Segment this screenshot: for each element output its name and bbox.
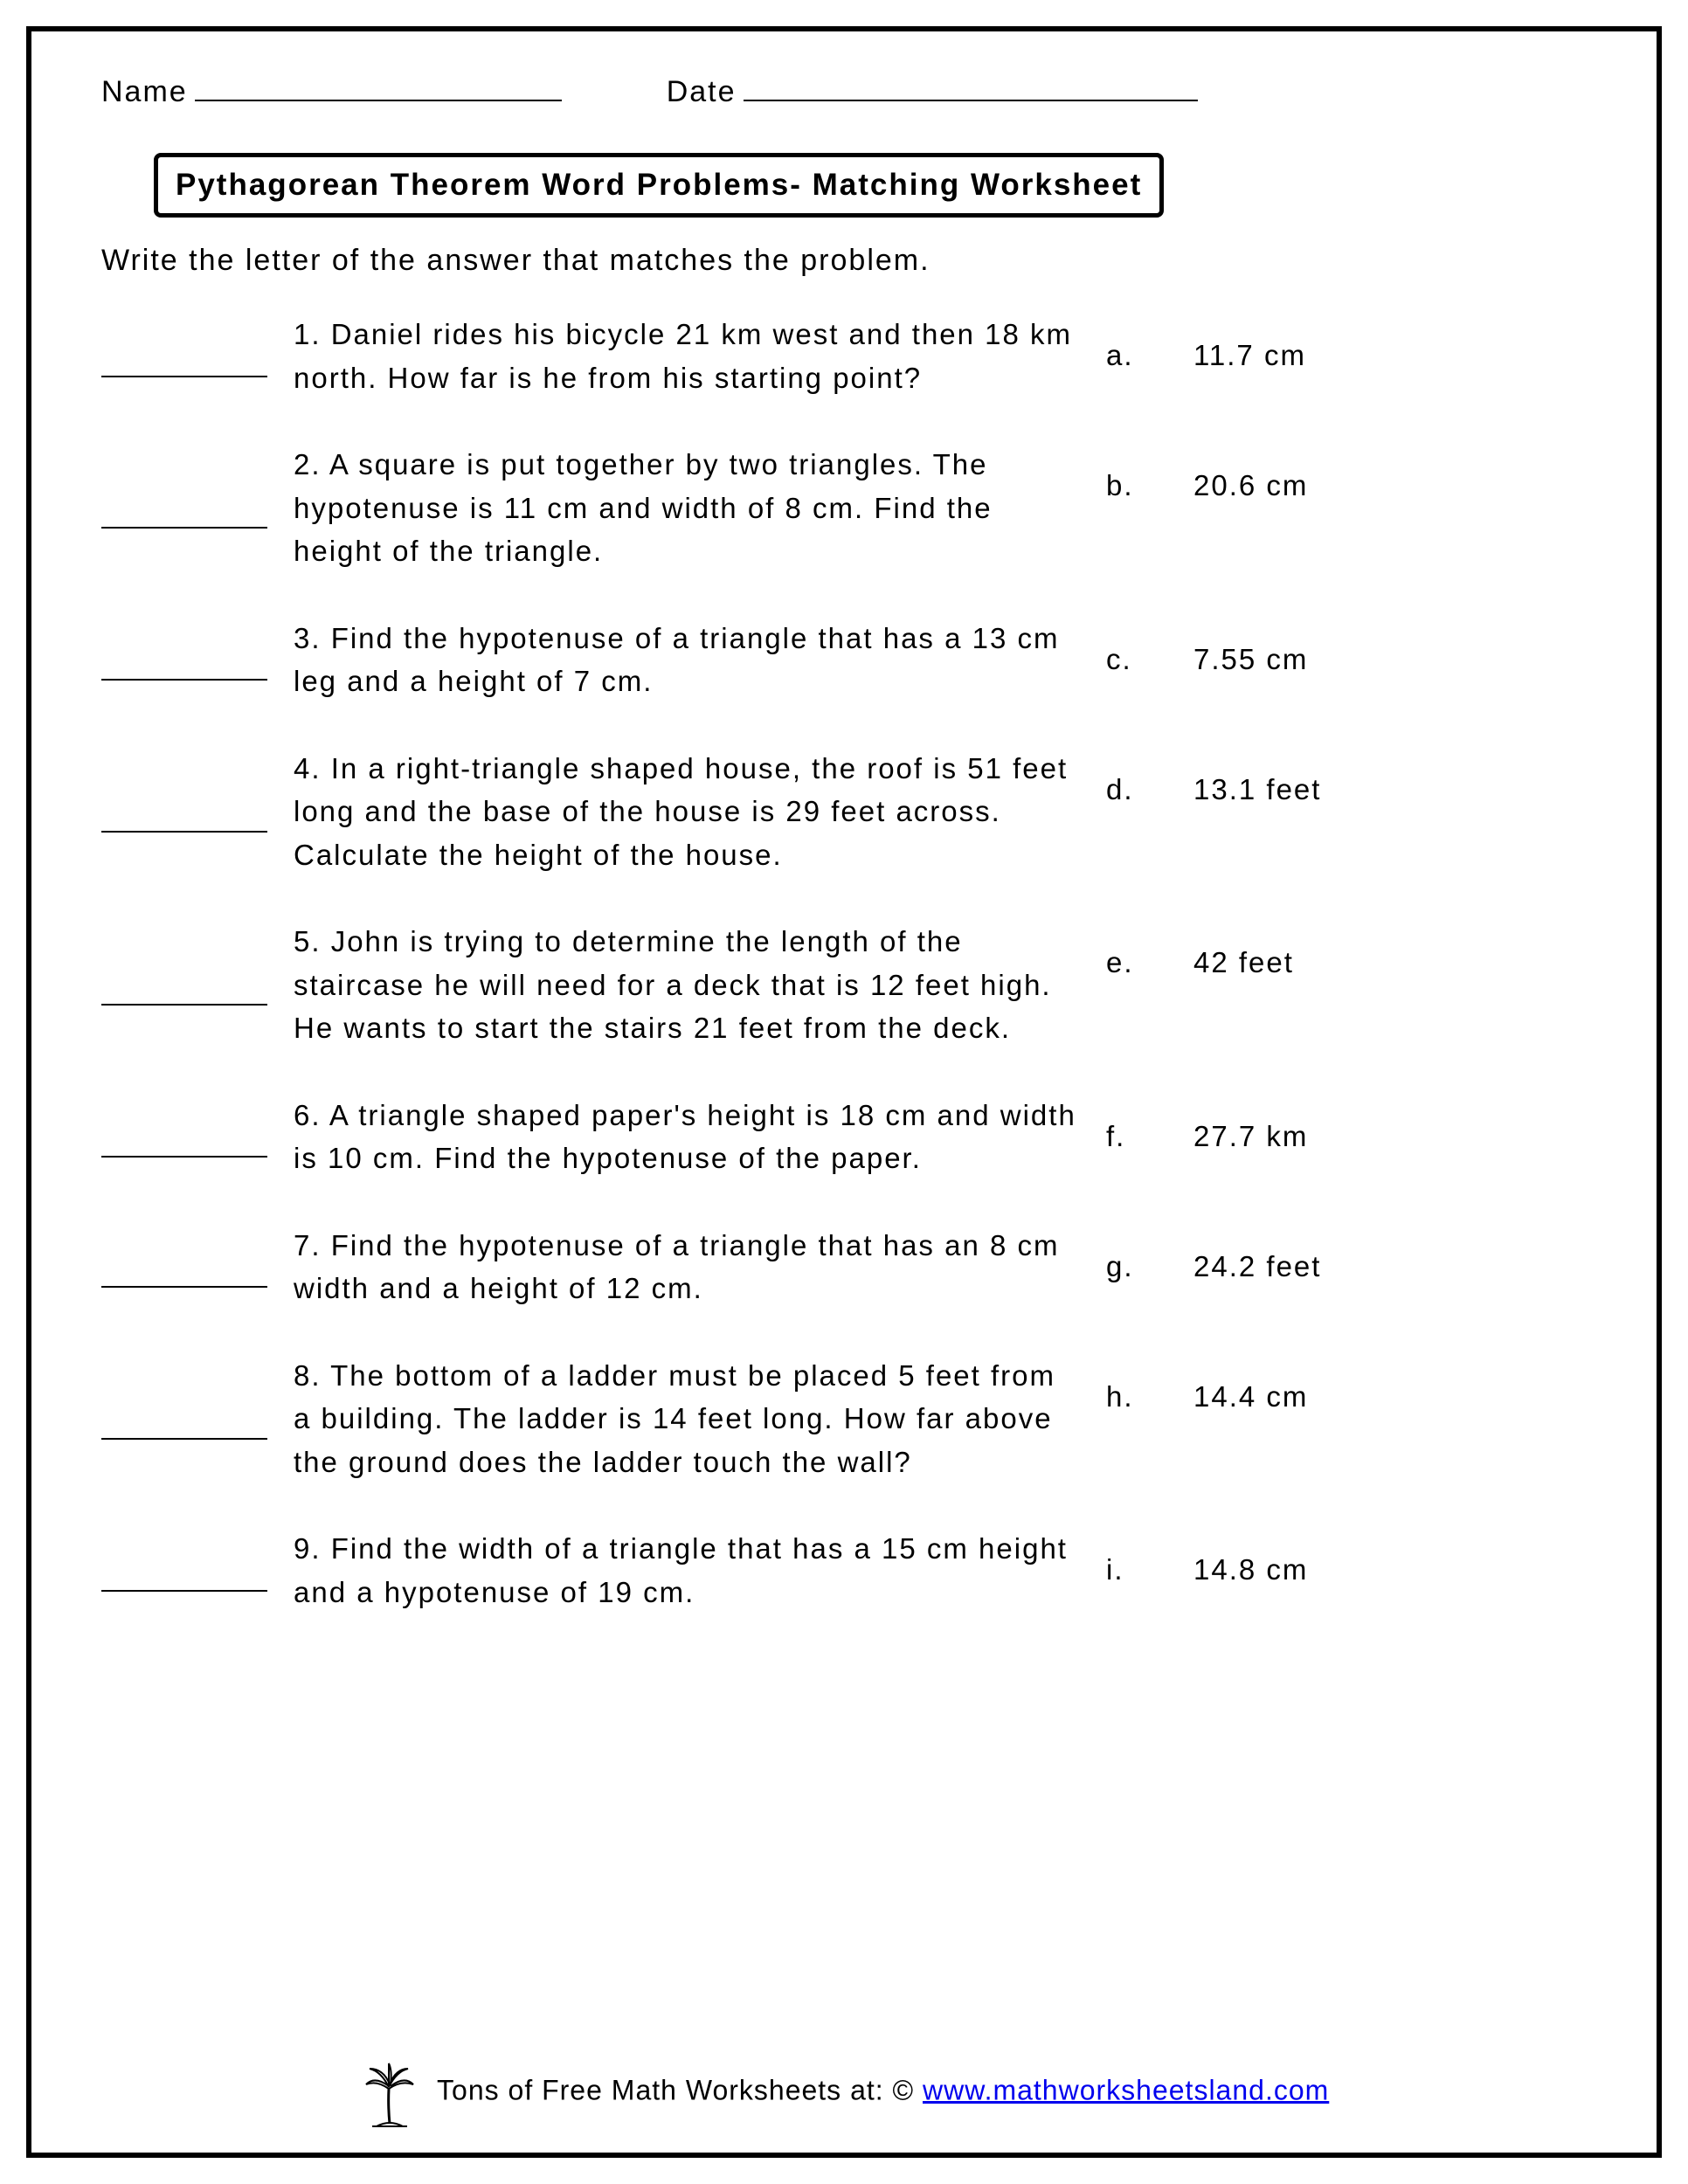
worksheet-title: Pythagorean Theorem Word Problems- Match… <box>154 153 1164 218</box>
header-line: Name Date <box>101 75 1587 109</box>
answer-value: 27.7 km <box>1193 1094 1456 1158</box>
question-text: 7. Find the hypotenuse of a triangle tha… <box>294 1224 1080 1310</box>
answer-blank[interactable] <box>101 656 267 681</box>
instructions: Write the letter of the answer that matc… <box>101 244 1587 278</box>
name-blank[interactable] <box>195 100 562 101</box>
answer-blank[interactable] <box>101 1567 267 1592</box>
answer-letter: f. <box>1106 1094 1167 1158</box>
question-text: 9. Find the width of a triangle that has… <box>294 1527 1080 1614</box>
answer-value: 14.4 cm <box>1193 1354 1456 1419</box>
palm-tree-icon <box>359 2058 420 2135</box>
question-text: 3. Find the hypotenuse of a triangle tha… <box>294 617 1080 703</box>
answer-letter: d. <box>1106 747 1167 812</box>
footer-prefix: Tons of Free Math Worksheets at: © <box>437 2074 923 2105</box>
problems-list: 1. Daniel rides his bicycle 21 km west a… <box>101 313 1587 1614</box>
date-blank[interactable] <box>744 100 1198 101</box>
problem-row: 8. The bottom of a ladder must be placed… <box>101 1354 1587 1484</box>
answer-blank[interactable] <box>101 1415 267 1440</box>
footer-link[interactable]: www.mathworksheetsland.com <box>923 2074 1329 2105</box>
answer-letter: e. <box>1106 920 1167 985</box>
question-text: 4. In a right-triangle shaped house, the… <box>294 747 1080 877</box>
question-text: 6. A triangle shaped paper's height is 1… <box>294 1094 1080 1180</box>
question-text: 8. The bottom of a ladder must be placed… <box>294 1354 1080 1484</box>
answer-letter: g. <box>1106 1224 1167 1289</box>
problem-row: 7. Find the hypotenuse of a triangle tha… <box>101 1224 1587 1310</box>
problem-row: 9. Find the width of a triangle that has… <box>101 1527 1587 1614</box>
name-field: Name <box>101 75 562 109</box>
answer-blank[interactable] <box>101 504 267 529</box>
problem-row: 4. In a right-triangle shaped house, the… <box>101 747 1587 877</box>
answer-blank[interactable] <box>101 1263 267 1288</box>
answer-letter: h. <box>1106 1354 1167 1419</box>
answer-letter: b. <box>1106 443 1167 508</box>
answer-letter: a. <box>1106 313 1167 377</box>
answer-letter: c. <box>1106 617 1167 681</box>
name-label: Name <box>101 75 188 109</box>
date-field: Date <box>667 75 1198 109</box>
answer-blank[interactable] <box>101 808 267 833</box>
answer-letter: i. <box>1106 1527 1167 1592</box>
problem-row: 5. John is trying to determine the lengt… <box>101 920 1587 1050</box>
answer-blank[interactable] <box>101 1133 267 1158</box>
answer-value: 20.6 cm <box>1193 443 1456 508</box>
problem-row: 2. A square is put together by two trian… <box>101 443 1587 573</box>
answer-blank[interactable] <box>101 981 267 1006</box>
answer-blank[interactable] <box>101 353 267 377</box>
date-label: Date <box>667 75 737 109</box>
footer: Tons of Free Math Worksheets at: © www.m… <box>31 2058 1657 2126</box>
problem-row: 1. Daniel rides his bicycle 21 km west a… <box>101 313 1587 399</box>
problem-row: 3. Find the hypotenuse of a triangle tha… <box>101 617 1587 703</box>
answer-value: 14.8 cm <box>1193 1527 1456 1592</box>
worksheet-page: Name Date Pythagorean Theorem Word Probl… <box>26 26 1662 2158</box>
question-text: 1. Daniel rides his bicycle 21 km west a… <box>294 313 1080 399</box>
question-text: 5. John is trying to determine the lengt… <box>294 920 1080 1050</box>
answer-value: 42 feet <box>1193 920 1456 985</box>
problem-row: 6. A triangle shaped paper's height is 1… <box>101 1094 1587 1180</box>
answer-value: 13.1 feet <box>1193 747 1456 812</box>
answer-value: 11.7 cm <box>1193 313 1456 377</box>
answer-value: 7.55 cm <box>1193 617 1456 681</box>
answer-value: 24.2 feet <box>1193 1224 1456 1289</box>
question-text: 2. A square is put together by two trian… <box>294 443 1080 573</box>
